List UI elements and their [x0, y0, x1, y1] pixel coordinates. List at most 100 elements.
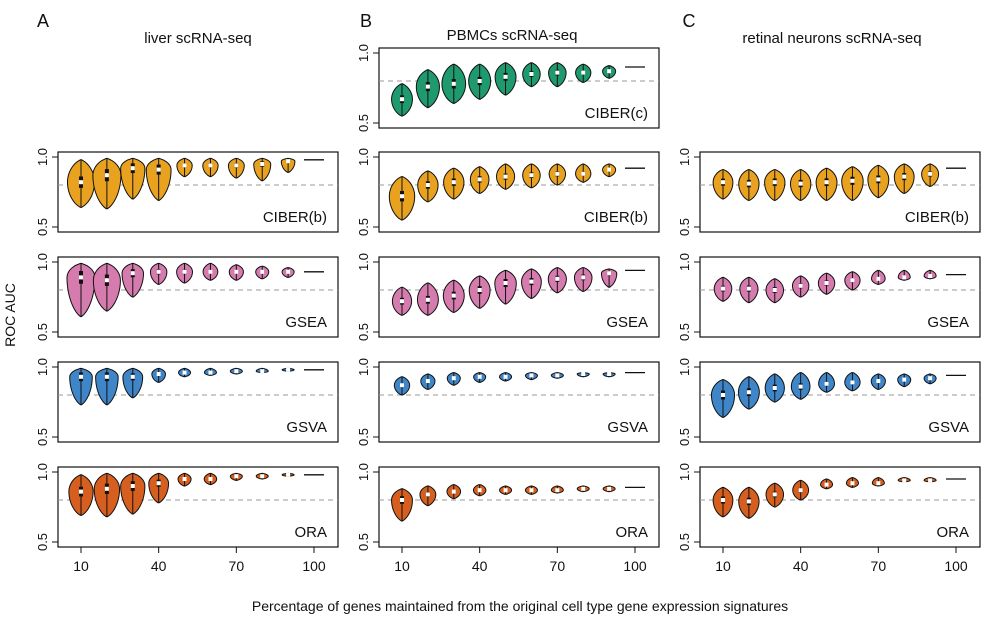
panel-gsva-col1: 0.5 1.0 GSVA [356, 358, 660, 446]
panel-ciberb-col1: 0.5 1.0 CIBER(b) [356, 148, 660, 236]
panel-frame [378, 466, 660, 548]
median-point [104, 374, 109, 379]
y-tick-label: 1.0 [35, 358, 50, 376]
median-point [400, 299, 404, 304]
method-label: ORA [615, 524, 648, 541]
median-point [607, 69, 612, 74]
panel-frame [699, 466, 981, 548]
median-point [79, 489, 83, 494]
median-point [451, 376, 456, 381]
median-point [581, 486, 586, 491]
method-label: GSVA [928, 419, 969, 436]
y-tick-label: 0.5 [677, 533, 692, 551]
median-point [286, 159, 291, 164]
y-tick-label: 1.0 [677, 463, 692, 481]
median-point [400, 97, 404, 102]
median-point [607, 486, 612, 491]
median-point [451, 489, 456, 494]
x-tick-label: 10 [73, 558, 89, 574]
median-point [477, 488, 482, 493]
median-point [928, 376, 933, 381]
median-point [902, 275, 907, 280]
x-tick-label: 70 [871, 558, 887, 574]
median-point [824, 381, 829, 386]
median-point [104, 278, 109, 283]
x-tick-label: 100 [623, 558, 647, 574]
x-tick-label: 10 [394, 558, 410, 574]
median-point [555, 488, 560, 493]
median-point [581, 70, 586, 75]
median-point [607, 271, 612, 276]
panel-gsea-col0: 0.5 1.0 GSEA [35, 253, 339, 341]
median-point [746, 390, 751, 395]
median-point [208, 370, 213, 375]
median-point [824, 180, 829, 185]
median-point [425, 84, 430, 89]
median-point [234, 369, 239, 374]
chart-panels: 0.5 1.0 CIBER(b) 0.5 1.0 GSEA 0.5 1.0 GSVA 0.5 1.0… [35, 44, 981, 574]
panel-gsva-col2: 0.5 1.0 GSVA [677, 358, 981, 446]
median-point [529, 279, 534, 284]
median-point [130, 166, 135, 171]
median-point [182, 269, 187, 274]
panel-ora-col1: 0.5 1.0 ORA 10 40 70 100 [356, 463, 660, 574]
median-point [607, 372, 612, 376]
median-point [286, 367, 291, 372]
x-tick-label: 70 [229, 558, 245, 574]
median-point [286, 472, 291, 477]
median-point [746, 286, 751, 291]
median-point [721, 498, 725, 502]
median-point [581, 372, 586, 376]
median-point [607, 167, 612, 172]
y-tick-label: 1.0 [35, 463, 50, 481]
median-point [529, 373, 534, 378]
median-point [503, 74, 508, 79]
method-label: GSEA [285, 314, 327, 331]
median-point [400, 194, 404, 199]
y-tick-label: 0.5 [356, 428, 371, 446]
y-tick-label: 0.5 [677, 218, 692, 236]
panel-gsea-col1: 0.5 1.0 GSEA [356, 253, 660, 341]
median-point [772, 492, 777, 497]
median-point [260, 474, 265, 479]
panel-gsea-col2: 0.5 1.0 GSEA [677, 253, 981, 341]
panel-ora-col2: 0.5 1.0 ORA 10 40 70 100 [677, 463, 981, 574]
median-point [79, 275, 83, 280]
median-point [581, 275, 586, 280]
median-point [156, 167, 161, 172]
figure-xlabel: Percentage of genes maintained from the … [252, 598, 788, 614]
column-c-title: retinal neurons scRNA-seq [742, 30, 921, 47]
median-point [850, 481, 855, 486]
panel-frame [699, 256, 981, 338]
y-tick-label: 0.5 [677, 428, 692, 446]
median-point [850, 380, 855, 385]
median-point [182, 477, 187, 481]
median-point [130, 374, 135, 379]
median-point [928, 171, 933, 176]
median-point [286, 269, 291, 274]
median-point [902, 377, 907, 382]
column-a-title: liver scRNA-seq [144, 30, 252, 47]
median-point [902, 174, 907, 179]
method-label: CIBER(b) [905, 209, 969, 226]
median-point [555, 171, 560, 176]
median-point [876, 276, 881, 281]
median-point [425, 297, 430, 302]
median-point [721, 180, 725, 185]
median-point [555, 373, 560, 378]
median-point [400, 498, 404, 502]
panel-gsva-col0: 0.5 1.0 GSVA [35, 358, 339, 446]
panel-frame [378, 256, 660, 338]
median-point [234, 163, 239, 168]
panel-frame [57, 151, 339, 233]
median-point [425, 492, 430, 497]
median-point [425, 183, 430, 187]
median-point [876, 481, 881, 486]
median-point [260, 269, 265, 274]
y-tick-label: 1.0 [356, 148, 371, 166]
panel-frame [57, 256, 339, 338]
method-label: GSEA [927, 314, 969, 331]
median-point [529, 72, 534, 76]
median-point [529, 173, 534, 178]
column-b-letter: B [360, 11, 372, 31]
